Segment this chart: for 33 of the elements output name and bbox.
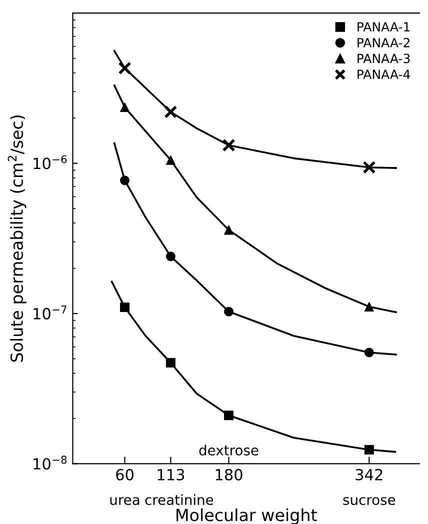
point bbox=[364, 444, 374, 454]
y-tick-label: 10$^{−6}$ bbox=[34, 155, 67, 170]
point bbox=[120, 302, 130, 312]
point bbox=[224, 225, 234, 235]
text: creatinine bbox=[145, 494, 214, 506]
point bbox=[224, 306, 234, 316]
point bbox=[166, 252, 176, 262]
legend-label: PANAA-1 bbox=[358, 22, 410, 32]
point bbox=[118, 62, 132, 75]
y-tick-label: 10$^{−8}$ bbox=[34, 456, 67, 470]
annotation: dextrose bbox=[199, 444, 258, 456]
point bbox=[166, 155, 176, 165]
point bbox=[166, 358, 176, 368]
point bbox=[362, 160, 376, 174]
line-series bbox=[113, 84, 397, 314]
x-tick-label: 342 bbox=[356, 468, 382, 480]
x-tick-label: 180 bbox=[216, 468, 242, 480]
legend-label: PANAA-3 bbox=[358, 54, 410, 64]
y-tick-label: 10$^{−7}$ bbox=[34, 306, 66, 320]
x-tick-label: 60 bbox=[116, 468, 134, 480]
point bbox=[164, 105, 178, 118]
point bbox=[120, 176, 130, 186]
legend-label: PANAA-2 bbox=[358, 38, 410, 48]
text: urea bbox=[110, 497, 140, 506]
point bbox=[364, 302, 374, 312]
y-axis-title: Solute permeability (cm$^{2}$/sec) bbox=[8, 116, 26, 362]
point bbox=[224, 410, 234, 420]
x-tick-label: 113 bbox=[158, 468, 184, 480]
legend-label: PANAA-4 bbox=[358, 70, 410, 79]
text: sucrose bbox=[343, 497, 396, 506]
point bbox=[120, 102, 130, 112]
point bbox=[222, 138, 236, 152]
point bbox=[364, 348, 374, 358]
